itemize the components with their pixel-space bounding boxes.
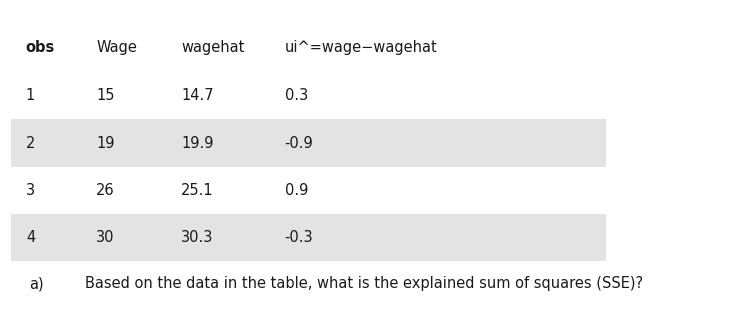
- Text: 26: 26: [96, 183, 115, 198]
- Text: 14.7: 14.7: [181, 88, 214, 103]
- Text: ui^=wage−wagehat: ui^=wage−wagehat: [285, 40, 437, 55]
- Text: 1: 1: [26, 88, 35, 103]
- Text: wagehat: wagehat: [181, 40, 245, 55]
- Bar: [11, 119, 606, 167]
- Text: 19.9: 19.9: [181, 136, 214, 150]
- Text: 15: 15: [96, 88, 115, 103]
- Text: 4: 4: [26, 230, 35, 245]
- Text: Wage: Wage: [96, 40, 137, 55]
- Text: 30: 30: [96, 230, 115, 245]
- Text: -0.9: -0.9: [285, 136, 313, 150]
- Text: -0.3: -0.3: [285, 230, 313, 245]
- Text: 3: 3: [26, 183, 35, 198]
- Text: Based on the data in the table, what is the explained sum of squares (SSE)?: Based on the data in the table, what is …: [85, 276, 643, 291]
- Text: 19: 19: [96, 136, 115, 150]
- Text: 2: 2: [26, 136, 35, 150]
- Text: 25.1: 25.1: [181, 183, 214, 198]
- Text: obs: obs: [26, 40, 55, 55]
- Text: 0.3: 0.3: [285, 88, 307, 103]
- Text: 30.3: 30.3: [181, 230, 214, 245]
- Text: a): a): [30, 276, 44, 291]
- Bar: [11, 214, 606, 261]
- Text: 0.9: 0.9: [285, 183, 308, 198]
